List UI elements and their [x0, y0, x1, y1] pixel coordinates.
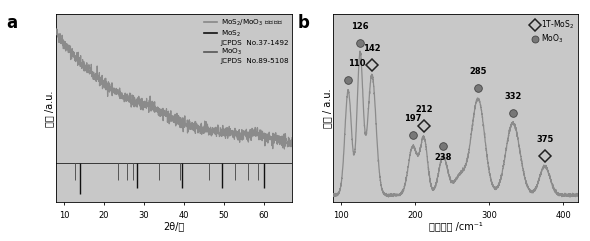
Text: 110: 110 [348, 59, 366, 68]
Text: 142: 142 [363, 44, 381, 53]
Legend: 1T-MoS$_2$, MoO$_3$: 1T-MoS$_2$, MoO$_3$ [530, 17, 576, 47]
Text: b: b [298, 14, 310, 33]
Text: 375: 375 [536, 135, 553, 144]
Y-axis label: 强度 /a.u.: 强度 /a.u. [45, 90, 55, 127]
Text: 197: 197 [404, 114, 421, 123]
Text: a: a [6, 14, 17, 33]
Legend: MoS$_2$/MoO$_3$ 异质 结构, MoS$_2$, JCPDS  No.37-1492, MoO$_3$, JCPDS  No.89-5108: MoS$_2$/MoO$_3$ 异质 结构, MoS$_2$, JCPDS No… [203, 17, 290, 65]
Text: 332: 332 [504, 92, 522, 101]
Text: 238: 238 [434, 153, 452, 162]
X-axis label: 拉曼位移 /cm⁻¹: 拉曼位移 /cm⁻¹ [429, 221, 483, 231]
Text: 126: 126 [351, 22, 369, 31]
Y-axis label: 强度 / a.u.: 强度 / a.u. [322, 89, 332, 128]
X-axis label: 2θ/度: 2θ/度 [163, 221, 185, 231]
Text: 285: 285 [469, 67, 487, 76]
Text: 212: 212 [415, 105, 432, 114]
